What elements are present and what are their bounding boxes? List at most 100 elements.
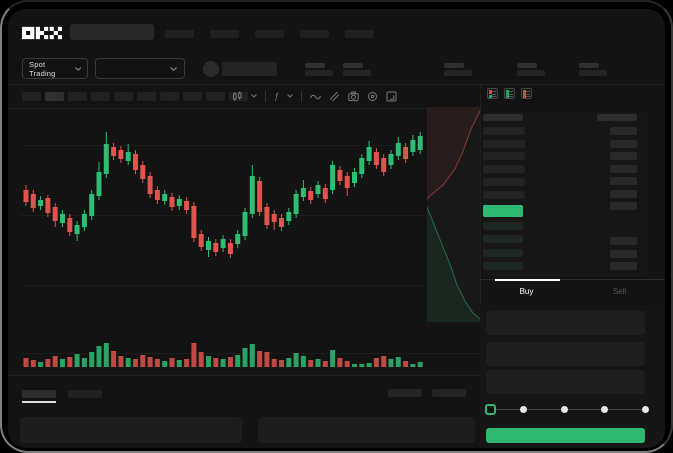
timeframe-chip[interactable] (91, 92, 110, 101)
orders-action-placeholder[interactable] (388, 389, 422, 397)
panel-divider (480, 84, 481, 448)
gridline (20, 215, 480, 216)
ticker-stat-value-placeholder (444, 70, 472, 76)
orders-action-placeholder[interactable] (432, 389, 466, 397)
ask-row-price-placeholder[interactable] (483, 152, 525, 161)
header-search-placeholder[interactable] (70, 24, 154, 40)
ask-row-size-placeholder[interactable] (610, 139, 637, 148)
settings-gear-icon[interactable] (367, 91, 378, 102)
slider-stop-dot[interactable] (600, 405, 608, 413)
ask-row-size-placeholder[interactable] (610, 189, 637, 198)
bid-row-size-placeholder[interactable] (610, 249, 637, 258)
chart-style-candles-icon[interactable] (232, 91, 243, 102)
toolbar-separator (265, 90, 266, 102)
ticker-stat-value-placeholder (343, 70, 371, 76)
gridline (20, 285, 480, 286)
timeframe-chip[interactable] (114, 92, 133, 101)
tab-buy[interactable]: Buy (519, 287, 534, 296)
toolbar-divider (8, 108, 480, 109)
bid-row-price-placeholder[interactable] (483, 261, 523, 270)
orders-tab-active[interactable] (22, 390, 56, 398)
slider-handle[interactable] (485, 404, 496, 415)
ticker-stat-label-placeholder (305, 63, 325, 68)
buy-submit-button[interactable] (486, 428, 645, 443)
slider-stop-dot[interactable] (641, 405, 649, 413)
ask-row-size-placeholder[interactable] (610, 152, 637, 161)
book-asks-view-icon[interactable] (521, 88, 532, 99)
market-selector-button[interactable]: Spot Trading (22, 58, 88, 79)
orders-table-placeholder (258, 417, 475, 443)
indicators-icon[interactable]: ƒ (274, 91, 280, 101)
timeframe-chip[interactable] (45, 92, 64, 101)
bid-row-size-placeholder[interactable] (610, 262, 637, 270)
last-price-placeholder (222, 62, 277, 76)
nav-item-placeholder[interactable] (255, 30, 284, 38)
timeframe-chip[interactable] (160, 92, 179, 101)
orders-tab[interactable] (68, 390, 102, 398)
book-bids-view-icon[interactable] (504, 88, 515, 99)
orderbook-view-toggles (487, 88, 532, 99)
active-tab-indicator (495, 279, 560, 281)
coin-avatar (203, 61, 219, 77)
ask-row-size-placeholder[interactable] (610, 164, 637, 173)
total-input-placeholder[interactable] (486, 370, 645, 394)
ask-row-price-placeholder[interactable] (483, 139, 525, 148)
ask-row-price-placeholder[interactable] (483, 127, 525, 135)
slider-stop-dot[interactable] (519, 405, 527, 413)
amount-input-placeholder[interactable] (486, 342, 645, 366)
bid-row-price-placeholder[interactable] (483, 222, 523, 230)
ask-row-size-placeholder[interactable] (610, 177, 637, 186)
last-price-bar[interactable] (483, 205, 523, 217)
orderbook-header-left (483, 114, 523, 121)
chart-tools: ƒ (232, 89, 397, 103)
timeframe-chip[interactable] (137, 92, 156, 101)
timeframe-chip[interactable] (183, 92, 202, 101)
bid-row-size-placeholder[interactable] (610, 237, 637, 245)
compare-wave-icon[interactable] (310, 91, 321, 102)
depth-chart (426, 107, 481, 322)
ask-row-size-placeholder[interactable] (610, 202, 637, 211)
ticker-stat-label-placeholder (579, 63, 599, 68)
ask-row-price-placeholder[interactable] (483, 190, 525, 199)
camera-icon[interactable] (348, 91, 359, 102)
app-window: Spot Trading ƒ (8, 9, 665, 448)
chevron-down-icon[interactable] (251, 94, 257, 98)
pair-selector-dropdown[interactable] (95, 58, 185, 79)
timeframe-chip[interactable] (206, 92, 225, 101)
nav-item-placeholder[interactable] (210, 30, 239, 38)
candlestick-chart[interactable] (20, 107, 481, 372)
chevron-down-icon[interactable] (287, 94, 293, 98)
timeframe-chip[interactable] (22, 92, 41, 101)
ask-row-price-placeholder[interactable] (483, 177, 525, 186)
timeframe-row (22, 92, 248, 101)
candles-layer (23, 132, 423, 258)
bid-row-price-placeholder[interactable] (483, 248, 523, 257)
gridline (20, 145, 480, 146)
book-split-view-icon[interactable] (487, 88, 498, 99)
ticker-stat-label-placeholder (444, 63, 464, 68)
header-divider (8, 84, 665, 85)
nav-item-placeholder[interactable] (345, 30, 374, 38)
orders-tab-underline (22, 401, 56, 403)
ask-row-price-placeholder[interactable] (483, 165, 525, 174)
okx-logo[interactable] (22, 25, 62, 41)
toolbar-separator (301, 90, 303, 102)
nav-item-placeholder[interactable] (165, 30, 194, 38)
slider-stop-dot[interactable] (560, 405, 568, 413)
bid-row-price-placeholder[interactable] (483, 235, 523, 244)
drawings-icon[interactable] (329, 91, 340, 102)
timeframe-chip[interactable] (68, 92, 87, 101)
nav-item-placeholder[interactable] (300, 30, 329, 38)
ticker-stat-label-placeholder (343, 63, 363, 68)
ask-row-size-placeholder[interactable] (610, 127, 637, 135)
price-input-placeholder[interactable] (486, 311, 645, 335)
amount-slider[interactable] (490, 409, 645, 410)
chart-bottom-divider (8, 375, 480, 376)
header-nav (165, 30, 374, 38)
orders-table-placeholder (20, 417, 242, 443)
ticker-stat-value-placeholder (517, 70, 545, 76)
fullscreen-icon[interactable] (386, 91, 397, 102)
tab-sell[interactable]: Sell (612, 287, 627, 296)
orderbook-header-right (597, 114, 637, 121)
